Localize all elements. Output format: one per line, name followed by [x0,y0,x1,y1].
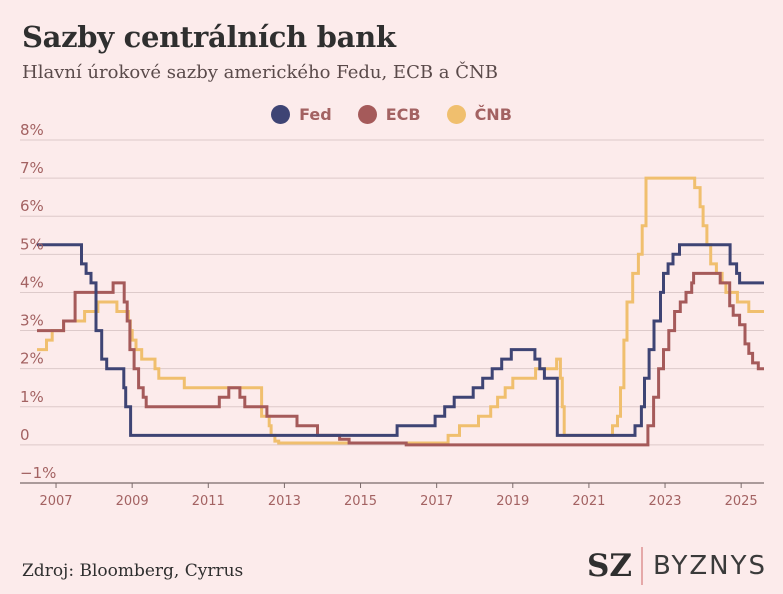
y-tick-label: 0 [20,426,30,444]
y-tick-label: 4% [20,273,44,291]
legend-label-cnb: ČNB [474,105,512,124]
sz-byznys-logo: SZ BYZNYS [587,547,767,585]
series-line-ecb [37,271,764,447]
logo-divider [641,547,644,585]
y-tick-label: 7% [20,159,44,177]
chart-legend: Fed ECB ČNB [0,105,783,124]
x-tick-label: 2019 [496,494,529,509]
legend-dot-ecb [357,105,377,124]
y-tick-label: 5% [20,235,44,253]
logo-sz: SZ [587,548,633,584]
legend-dot-fed [271,105,291,124]
legend-label-ecb: ECB [385,105,421,124]
x-tick-label: 2017 [420,494,453,509]
series-line-fed [37,243,764,437]
legend-item-ecb[interactable]: ECB [357,105,421,124]
legend-item-fed[interactable]: Fed [271,105,332,124]
x-tick-label: 2009 [116,494,149,509]
y-tick-label: 6% [20,197,44,215]
source-note: Zdroj: Bloomberg, Cyrrus [22,561,244,581]
legend-label-fed: Fed [299,105,332,124]
x-tick-label: 2007 [39,494,72,509]
y-tick-label: 3% [20,312,44,330]
axis-layer: −1% 0 1% 2% 3% 4% 5% 6% 7% 8% 2007 2009 2011 2013 2015… [20,121,758,509]
x-tick-label: 2011 [192,494,225,509]
y-tick-label: 1% [20,388,44,406]
chart-title: Sazby centrálních bank [22,20,396,54]
logo-byznys: BYZNYS [653,551,767,581]
x-tick-label: 2023 [648,494,681,509]
chart-subtitle: Hlavní úrokové sazby amerického Fedu, EC… [22,62,498,83]
x-tick-label: 2021 [572,494,605,509]
legend-dot-cnb [446,105,466,124]
x-tick-label: 2015 [344,494,377,509]
x-tick-label: 2025 [725,494,758,509]
x-tick-label: 2013 [268,494,301,509]
y-tick-label: 8% [20,121,44,139]
legend-item-cnb[interactable]: ČNB [446,105,512,124]
y-tick-label: −1% [20,464,56,482]
series-layer [37,176,764,447]
y-tick-label: 2% [20,350,44,368]
